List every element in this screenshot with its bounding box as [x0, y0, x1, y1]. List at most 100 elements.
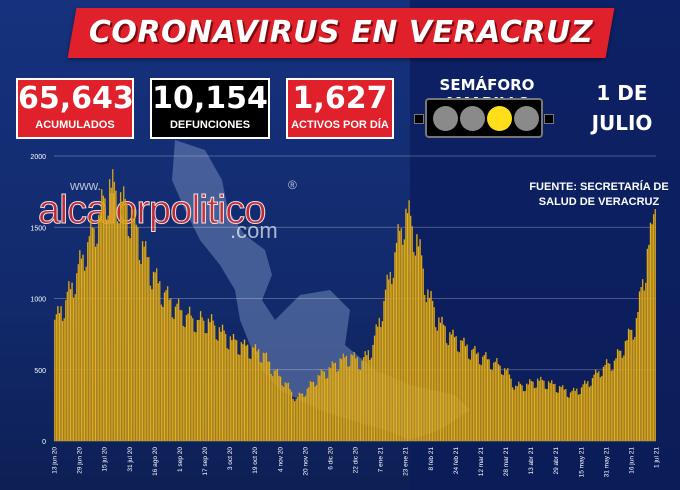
chart-bar: [389, 271, 391, 442]
chart-bar: [94, 246, 97, 442]
chart-bar: [582, 384, 584, 442]
chart-bar: [317, 374, 319, 442]
chart-bar: [250, 358, 252, 442]
chart-bar: [275, 370, 277, 442]
chart-bar: [540, 376, 542, 442]
chart-bar: [431, 300, 434, 442]
chart-bar: [121, 201, 123, 442]
x-tick-label: 15 jul 20: [102, 447, 109, 472]
chart-bar: [427, 289, 429, 442]
chart-bar: [110, 187, 112, 442]
chart-bar: [560, 386, 562, 442]
x-tick-label: 7 ene 21: [378, 447, 385, 473]
chart-bar: [104, 198, 106, 442]
chart-bar: [66, 291, 69, 442]
chart-bar: [394, 252, 396, 442]
chart-bar: [135, 224, 137, 442]
chart-bar: [145, 241, 147, 442]
chart-bar: [201, 317, 203, 442]
chart-bar: [293, 401, 296, 442]
chart-bar: [242, 344, 244, 442]
chart-bar: [281, 385, 283, 442]
x-tick-label: 1 sep 20: [177, 447, 184, 472]
chart-bar: [488, 359, 490, 442]
chart-bar: [182, 325, 185, 442]
stat-activos-label: ACTIVOS POR DÍA: [291, 119, 389, 131]
chart-bar: [80, 258, 83, 442]
chart-bar: [159, 281, 161, 442]
chart-bar: [493, 362, 495, 442]
chart-bar: [339, 358, 341, 442]
chart-bar: [463, 337, 465, 442]
chart-bar: [599, 377, 602, 442]
traffic-light-left-mount: [414, 114, 424, 124]
chart-bar: [424, 294, 426, 442]
chart-bar: [557, 392, 559, 442]
chart-bar: [292, 398, 294, 442]
chart-bar: [386, 274, 388, 442]
chart-bar: [366, 355, 368, 442]
chart-bar: [438, 317, 440, 442]
chart-bar: [469, 359, 471, 442]
chart-bar: [579, 393, 581, 442]
chart-bar: [239, 354, 241, 442]
chart-bar: [118, 223, 120, 442]
chart-bar: [214, 325, 216, 442]
chart-bar: [148, 256, 150, 442]
chart-bar: [256, 351, 258, 442]
x-tick-label: 13 abr 21: [528, 447, 535, 475]
chart-bar: [61, 320, 64, 442]
y-tick-label: 1000: [30, 297, 46, 304]
chart-bar: [124, 198, 127, 442]
chart-bar: [627, 328, 630, 442]
chart-bar: [515, 385, 517, 442]
chart-bar: [397, 224, 399, 442]
chart-bar: [246, 344, 249, 442]
chart-bar: [496, 358, 498, 442]
chart-bar: [449, 332, 451, 442]
chart-bar: [634, 336, 636, 442]
chart-bar: [88, 236, 90, 442]
chart-bar: [609, 363, 611, 442]
chart-bar: [209, 322, 211, 442]
chart-bar: [174, 306, 177, 442]
chart-bar: [138, 259, 141, 442]
report-date: 1 DE JULIO: [572, 78, 672, 138]
chart-bar: [69, 289, 72, 442]
chart-bar: [519, 383, 522, 442]
chart-bar: [624, 340, 627, 442]
chart-bar: [566, 396, 569, 442]
chart-bar: [330, 368, 332, 442]
chart-bar: [588, 386, 591, 442]
x-tick-label: 17 sep 20: [202, 447, 209, 476]
chart-bar: [631, 329, 633, 442]
y-tick-label: 2000: [30, 154, 46, 161]
chart-bar: [516, 386, 518, 442]
source-note-line1: FUENTE: SECRETARÍA DE: [529, 181, 669, 193]
chart-bar: [500, 374, 503, 442]
source-note-line2: SALUD DE VERACRUZ: [538, 196, 660, 208]
chart-bar: [130, 208, 133, 442]
chart-bar: [198, 319, 200, 442]
chart-bar: [576, 388, 578, 442]
x-tick-label: 24 feb 21: [453, 447, 460, 474]
chart-bar: [547, 381, 550, 442]
chart-bar: [76, 273, 78, 442]
traffic-light-lamp: [487, 106, 512, 131]
chart-bar: [632, 339, 634, 442]
chart-bar: [181, 310, 183, 442]
chart-bar: [311, 381, 313, 442]
stat-activos-value: 1,627: [292, 81, 388, 116]
chart-bar: [319, 375, 321, 442]
chart-bar: [97, 214, 100, 442]
report-date-line1: 1 DE: [596, 81, 648, 105]
chart-bar: [176, 303, 178, 442]
chart-bar: [638, 291, 641, 442]
chart-bar: [422, 268, 424, 442]
chart-bar: [640, 287, 642, 442]
chart-bar: [491, 369, 493, 442]
chart-bar: [312, 381, 315, 442]
chart-bar: [356, 357, 359, 442]
chart-bar: [289, 388, 291, 442]
chart-bar: [212, 320, 214, 442]
